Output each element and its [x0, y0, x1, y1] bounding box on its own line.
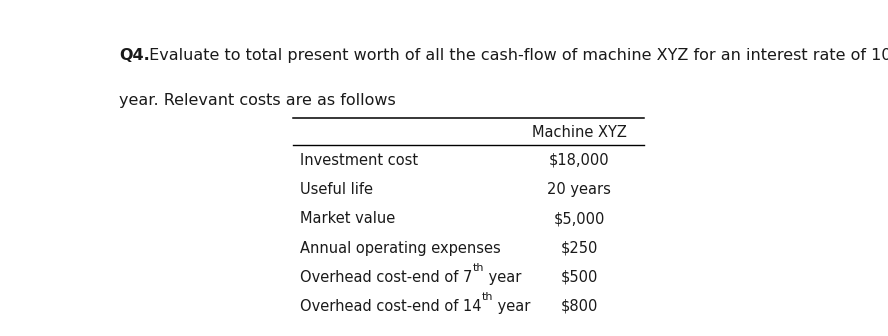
Text: 20 years: 20 years	[547, 182, 611, 197]
Text: Q4.: Q4.	[119, 48, 150, 63]
Text: Annual operating expenses: Annual operating expenses	[300, 241, 501, 255]
Text: year: year	[493, 299, 531, 314]
Text: year: year	[484, 270, 521, 285]
Text: Overhead cost-end of 7: Overhead cost-end of 7	[300, 270, 472, 285]
Text: Useful life: Useful life	[300, 182, 373, 197]
Text: Investment cost: Investment cost	[300, 153, 418, 168]
Text: Overhead cost-end of 14: Overhead cost-end of 14	[300, 299, 482, 314]
Text: $5,000: $5,000	[553, 211, 605, 226]
Text: year. Relevant costs are as follows: year. Relevant costs are as follows	[119, 93, 396, 108]
Text: th: th	[472, 263, 484, 273]
Text: th: th	[482, 292, 493, 302]
Text: Market value: Market value	[300, 211, 395, 226]
Text: $250: $250	[560, 241, 598, 255]
Text: Machine XYZ: Machine XYZ	[532, 125, 626, 140]
Text: Evaluate to total present worth of all the cash-flow of machine XYZ for an inter: Evaluate to total present worth of all t…	[144, 48, 888, 63]
Text: $18,000: $18,000	[549, 153, 609, 168]
Text: $500: $500	[560, 270, 598, 285]
Text: $800: $800	[560, 299, 598, 314]
